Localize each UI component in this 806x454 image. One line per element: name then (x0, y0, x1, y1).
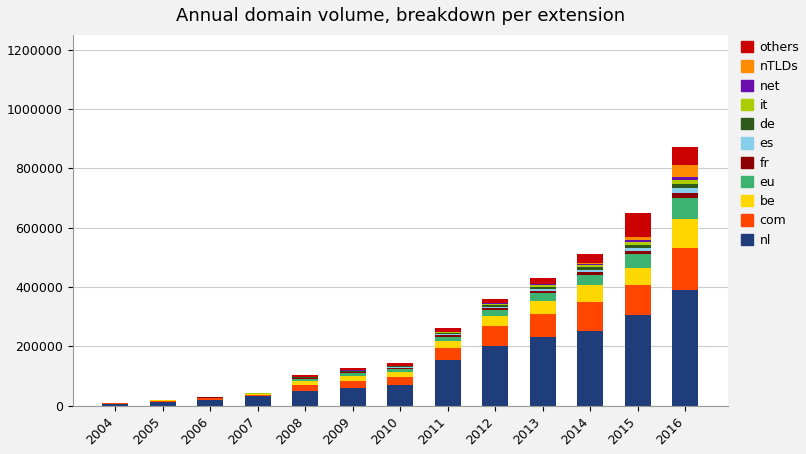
Bar (530, 291, 556, 293)
Bar (625, 240, 650, 242)
Bar (434, 341, 461, 348)
Title: Annual domain volume, breakdown per extension: Annual domain volume, breakdown per exte… (176, 7, 625, 25)
Bar (577, 265, 604, 267)
Bar (577, 263, 604, 264)
Bar (434, 334, 461, 336)
Bar (197, 398, 223, 399)
Bar (625, 245, 650, 248)
Bar (530, 287, 556, 289)
Bar (530, 289, 556, 291)
Bar (197, 399, 223, 400)
Bar (340, 372, 366, 373)
Bar (482, 308, 509, 310)
Bar (530, 314, 556, 337)
Bar (577, 264, 604, 265)
Bar (482, 326, 509, 346)
Bar (434, 328, 461, 332)
Bar (672, 188, 698, 192)
Bar (672, 290, 698, 405)
Bar (340, 368, 366, 370)
Bar (530, 293, 556, 301)
Bar (672, 147, 698, 165)
Bar (340, 371, 366, 372)
Bar (625, 315, 650, 405)
Bar (434, 336, 461, 337)
Bar (293, 378, 318, 379)
Bar (245, 394, 271, 395)
Bar (102, 404, 128, 405)
Bar (672, 192, 698, 198)
Bar (625, 242, 650, 245)
Bar (672, 198, 698, 219)
Bar (577, 254, 604, 263)
Bar (482, 310, 509, 316)
Bar (672, 184, 698, 188)
Bar (625, 254, 650, 268)
Bar (625, 213, 650, 237)
Bar (482, 304, 509, 305)
Bar (245, 395, 271, 396)
Bar (672, 165, 698, 177)
Bar (672, 180, 698, 184)
Bar (340, 381, 366, 389)
Bar (434, 332, 461, 333)
Bar (387, 376, 413, 385)
Bar (577, 331, 604, 405)
Bar (577, 272, 604, 275)
Bar (434, 337, 461, 341)
Bar (482, 346, 509, 405)
Bar (530, 337, 556, 405)
Bar (672, 248, 698, 290)
Bar (434, 333, 461, 334)
Bar (387, 367, 413, 368)
Bar (293, 381, 318, 385)
Legend: others, nTLDs, net, it, de, es, fr, eu, be, com, nl: others, nTLDs, net, it, de, es, fr, eu, … (741, 41, 800, 247)
Bar (577, 270, 604, 272)
Bar (577, 267, 604, 270)
Bar (577, 302, 604, 331)
Bar (625, 237, 650, 240)
Bar (150, 402, 176, 405)
Bar (387, 366, 413, 367)
Bar (672, 177, 698, 180)
Bar (434, 348, 461, 360)
Bar (340, 389, 366, 405)
Bar (293, 385, 318, 391)
Bar (387, 368, 413, 369)
Bar (577, 286, 604, 302)
Bar (625, 248, 650, 251)
Bar (150, 401, 176, 402)
Bar (293, 391, 318, 405)
Bar (293, 375, 318, 377)
Bar (530, 278, 556, 284)
Bar (530, 284, 556, 286)
Bar (340, 376, 366, 381)
Bar (434, 360, 461, 405)
Bar (245, 396, 271, 405)
Bar (482, 305, 509, 306)
Bar (625, 268, 650, 286)
Bar (387, 372, 413, 376)
Bar (387, 385, 413, 405)
Bar (625, 251, 650, 254)
Bar (530, 286, 556, 287)
Bar (387, 369, 413, 372)
Bar (482, 303, 509, 304)
Bar (482, 299, 509, 303)
Bar (530, 301, 556, 314)
Bar (482, 306, 509, 308)
Bar (482, 316, 509, 326)
Bar (340, 373, 366, 376)
Bar (293, 379, 318, 381)
Bar (387, 363, 413, 365)
Bar (197, 400, 223, 405)
Bar (672, 219, 698, 248)
Bar (625, 286, 650, 315)
Bar (577, 275, 604, 286)
